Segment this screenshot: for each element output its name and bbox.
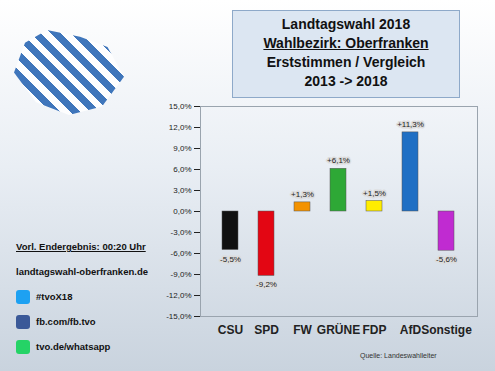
svg-text:6,0%: 6,0% [173, 165, 191, 174]
html-text:landtagswahl-oberfranken.de: landtagswahl-oberfranken.de [16, 266, 148, 277]
html-text:Wahlbezirk: Oberfranken: Wahlbezirk: Oberfranken [263, 35, 429, 51]
html-text:#tvoX18: #tvoX18 [36, 291, 73, 302]
svg-text:+1,5%: +1,5% [363, 189, 386, 198]
svg-text:-9,2%: -9,2% [256, 280, 277, 289]
svg-text:-9,0%: -9,0% [171, 270, 192, 279]
html-text:2013 -> 2018: 2013 -> 2018 [304, 73, 388, 89]
svg-text:GRÜNE: GRÜNE [317, 322, 360, 337]
svg-text:-3,0%: -3,0% [171, 228, 192, 237]
svg-text:0,0%: 0,0% [173, 207, 191, 216]
svg-text:+11,3%: +11,3% [397, 120, 424, 129]
svg-text:-5,5%: -5,5% [220, 255, 241, 264]
html-text:tvo.de/whatsapp: tvo.de/whatsapp [36, 341, 111, 352]
svg-text:Sonstige: Sonstige [421, 323, 472, 337]
svg-text:3,0%: 3,0% [173, 186, 191, 195]
svg-text:FDP: FDP [363, 323, 387, 337]
svg-text:SPD: SPD [254, 323, 279, 337]
svg-text:12,0%: 12,0% [169, 123, 192, 132]
svg-text:CSU: CSU [218, 323, 243, 337]
svg-text:-12,0%: -12,0% [166, 291, 191, 300]
svg-text:AfD: AfD [400, 323, 422, 337]
html-text:Landtagswahl 2018: Landtagswahl 2018 [281, 16, 411, 32]
svg-text:+1,3%: +1,3% [291, 190, 314, 199]
svg-text:-15,0%: -15,0% [166, 312, 191, 321]
html-text:Erststimmen / Vergleich: Erststimmen / Vergleich [266, 54, 426, 70]
svg-text:+6,1%: +6,1% [327, 156, 350, 165]
svg-text:15,0%: 15,0% [169, 102, 192, 111]
svg-text:-6,0%: -6,0% [171, 249, 192, 258]
html-text:Quelle: Landeswahlleiter: Quelle: Landeswahlleiter [360, 352, 437, 359]
svg-text:9,0%: 9,0% [173, 144, 191, 153]
svg-text:FW: FW [293, 323, 312, 337]
svg-text:-5,6%: -5,6% [436, 255, 457, 264]
html-text:Vorl. Endergebnis: 00:20 Uhr: Vorl. Endergebnis: 00:20 Uhr [16, 241, 146, 252]
html-text:fb.com/fb.tvo: fb.com/fb.tvo [36, 316, 96, 327]
